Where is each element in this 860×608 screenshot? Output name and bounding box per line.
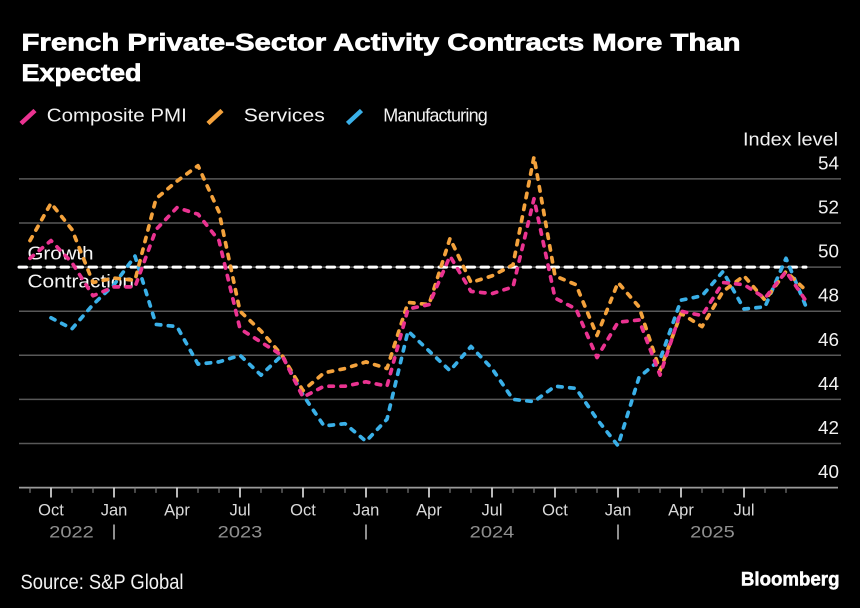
svg-text:French Private-Sector Activity: French Private-Sector Activity Contracts… <box>22 30 741 57</box>
svg-text:52: 52 <box>818 198 839 218</box>
svg-text:Jan: Jan <box>101 502 128 520</box>
svg-text:Jul: Jul <box>733 502 754 520</box>
svg-text:54: 54 <box>818 153 839 173</box>
svg-text:46: 46 <box>818 330 839 350</box>
svg-text:Oct: Oct <box>290 502 316 520</box>
svg-text:2024: 2024 <box>470 523 515 542</box>
svg-text:2022: 2022 <box>49 523 94 542</box>
svg-text:Composite PMI: Composite PMI <box>47 106 187 126</box>
svg-text:Index level: Index level <box>743 130 838 150</box>
svg-text:Jan: Jan <box>353 502 380 520</box>
svg-text:Apr: Apr <box>416 502 442 520</box>
svg-text:Expected: Expected <box>22 60 142 87</box>
svg-text:Manufacturing: Manufacturing <box>383 106 488 126</box>
svg-text:44: 44 <box>818 374 839 394</box>
svg-text:Oct: Oct <box>542 502 568 520</box>
svg-text:Contraction: Contraction <box>28 271 135 291</box>
svg-text:Oct: Oct <box>38 502 64 520</box>
svg-text:Source: S&P Global: Source: S&P Global <box>21 571 184 594</box>
svg-text:Apr: Apr <box>668 502 694 520</box>
svg-text:48: 48 <box>818 286 839 306</box>
svg-text:Jul: Jul <box>229 502 250 520</box>
svg-text:Jul: Jul <box>481 502 502 520</box>
svg-text:Apr: Apr <box>164 502 190 520</box>
svg-text:42: 42 <box>818 418 839 438</box>
svg-text:Jan: Jan <box>605 502 632 520</box>
svg-text:2025: 2025 <box>690 523 735 542</box>
svg-text:Services: Services <box>244 106 325 126</box>
svg-text:Bloomberg: Bloomberg <box>741 569 840 591</box>
svg-text:40: 40 <box>818 462 839 482</box>
svg-text:50: 50 <box>818 242 839 262</box>
svg-text:2023: 2023 <box>218 523 263 542</box>
